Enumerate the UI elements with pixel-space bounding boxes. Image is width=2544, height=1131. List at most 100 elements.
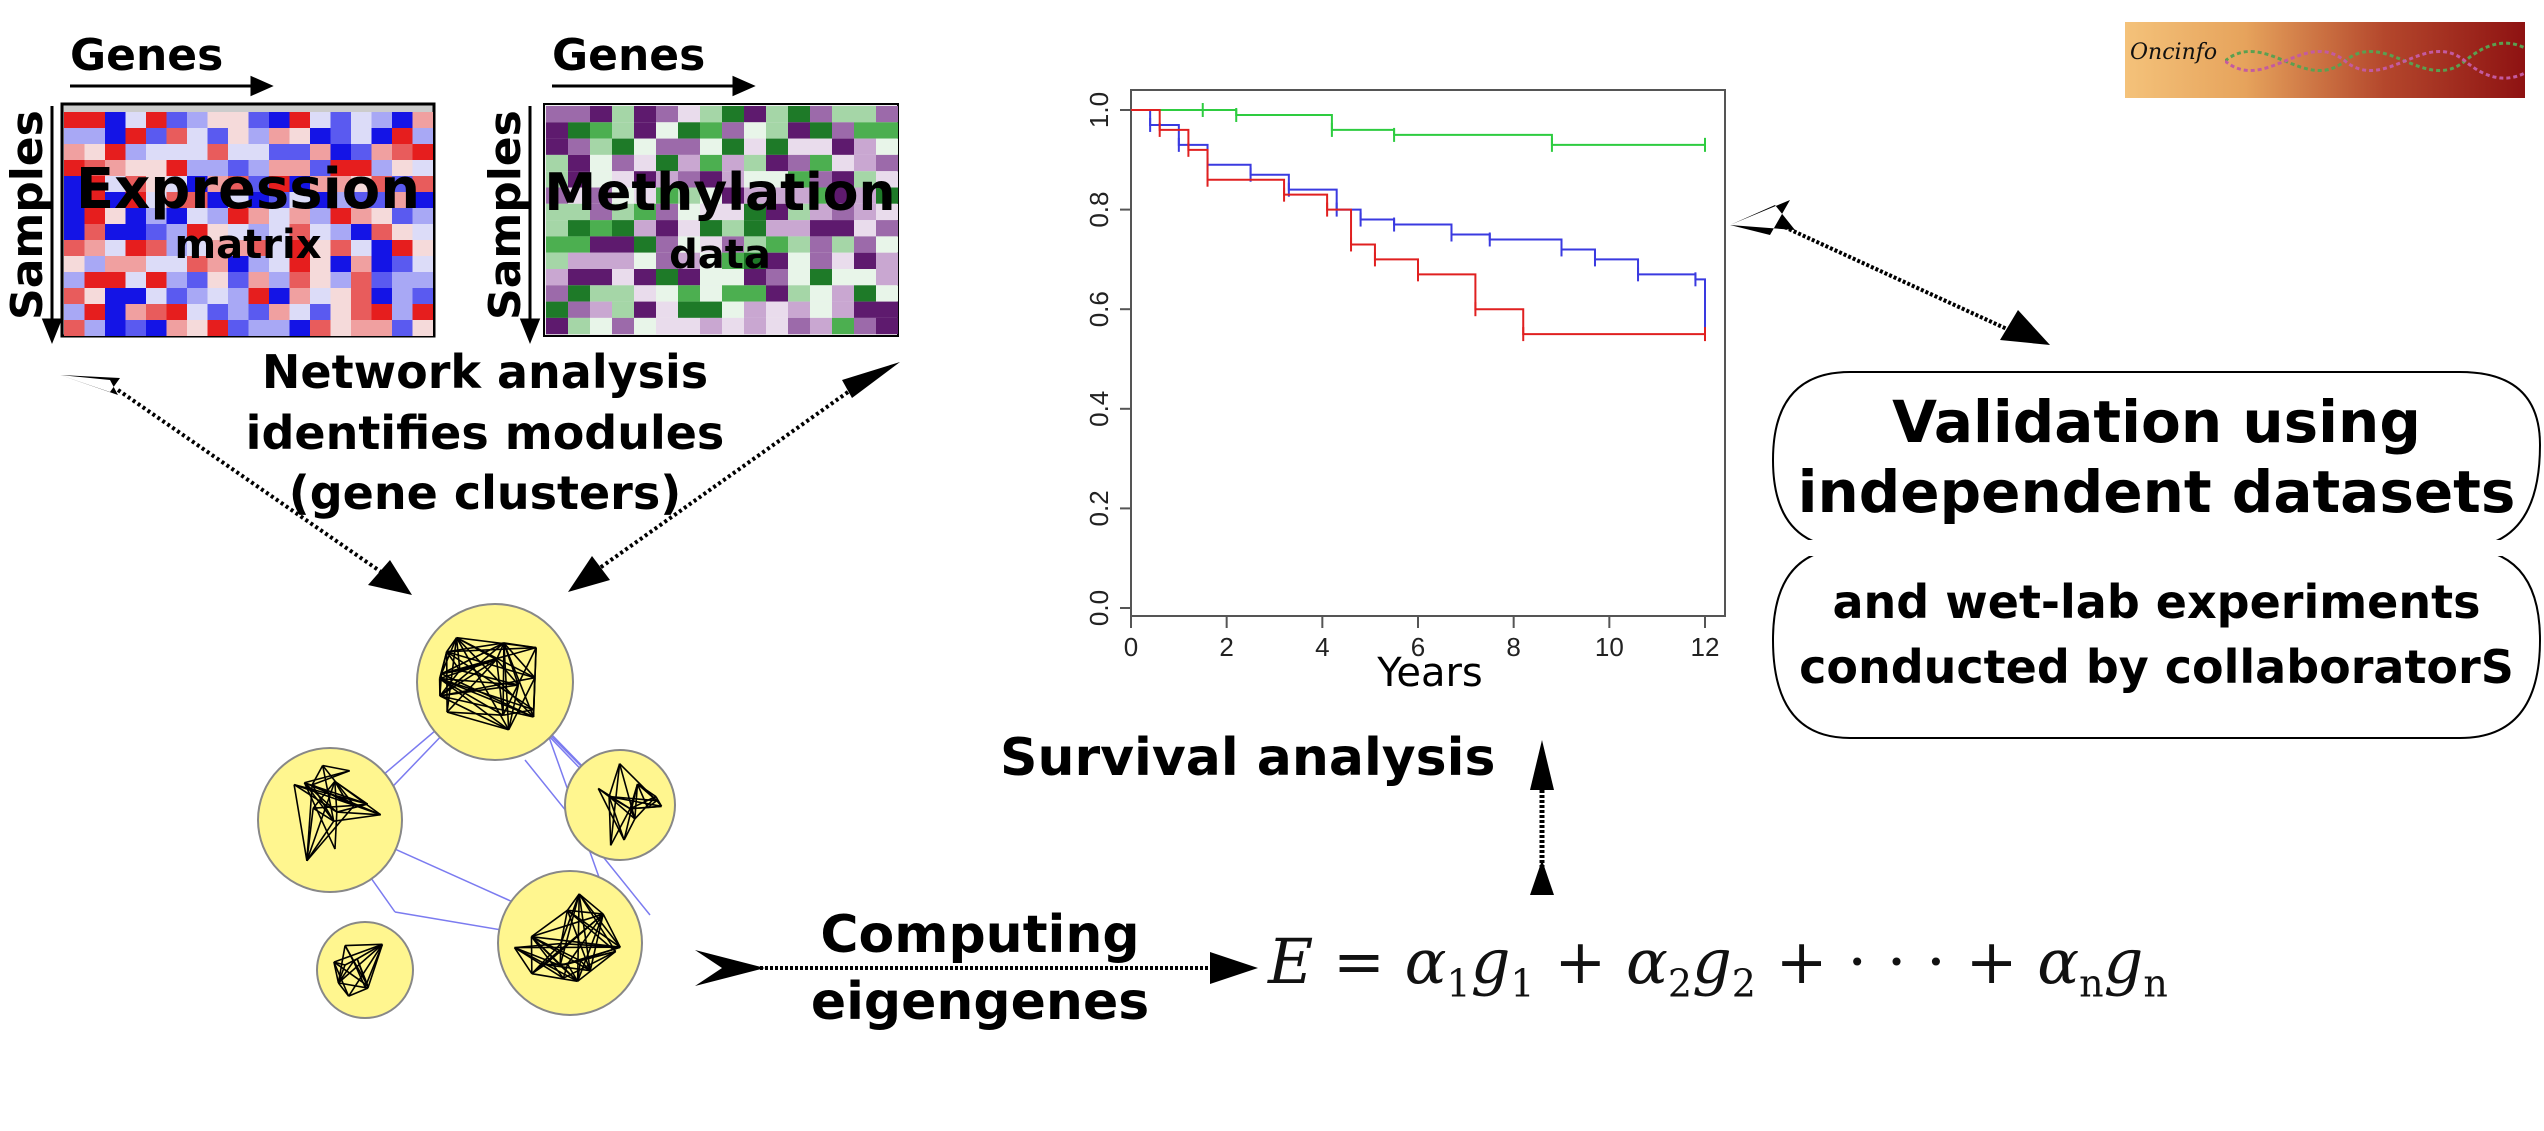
heatmap-cell: [590, 317, 612, 335]
heatmap-cell: [612, 171, 634, 188]
heatmap-cell: [64, 240, 85, 256]
heatmap-cell: [248, 128, 269, 144]
heatmap-cell: [289, 192, 310, 208]
heatmap-cell: [351, 176, 372, 192]
heatmap-cell: [810, 301, 832, 318]
heatmap-cell: [656, 236, 678, 253]
heatmap-cell: [146, 128, 167, 144]
heatmap-cell: [392, 272, 413, 288]
heatmap-cell: [634, 203, 656, 221]
heatmap-cell: [269, 128, 290, 144]
heatmap-cell: [64, 208, 85, 224]
network-edge: [446, 646, 537, 653]
heatmap-cell: [590, 106, 612, 123]
heatmap-cell: [678, 269, 700, 286]
oncinfo-logo: [2125, 22, 2525, 98]
heatmap-cell: [166, 160, 187, 176]
heatmap-cell: [371, 192, 392, 208]
heatmap-cell: [64, 272, 85, 288]
heatmap-cell: [392, 128, 413, 144]
heatmap-cell: [700, 122, 722, 139]
methylation-samples-label: Samples: [480, 110, 531, 320]
heatmap-cell: [810, 269, 832, 286]
heatmap-cell: [269, 192, 290, 208]
heatmap-cell: [832, 122, 854, 139]
heatmap-cell: [392, 160, 413, 176]
heatmap-cell: [546, 203, 568, 221]
expression-matrix: [60, 102, 436, 338]
heatmap-cell: [166, 128, 187, 144]
heatmap-cell: [656, 301, 678, 318]
heatmap-cell: [634, 154, 656, 172]
heatmap-cell: [546, 122, 568, 139]
heatmap-cell: [832, 138, 854, 155]
heatmap-cell: [854, 154, 876, 172]
heatmap-cell: [634, 220, 656, 237]
heatmap-cell: [64, 160, 85, 176]
heatmap-cell: [832, 317, 854, 335]
network-edge: [514, 946, 561, 967]
network-edge: [567, 909, 604, 915]
heatmap-cell: [546, 301, 568, 318]
network-caption-line1: Network analysis: [261, 345, 709, 399]
heatmap-cell: [854, 317, 876, 335]
heatmap-cell: [289, 256, 310, 272]
heatmap-cell: [722, 187, 744, 204]
heatmap-cell: [854, 122, 876, 139]
heatmap-cell: [310, 160, 331, 176]
heatmap-cell: [64, 320, 85, 336]
equation-coef-n: α: [2037, 925, 2080, 998]
heatmap-cell: [678, 220, 700, 237]
heatmap-cell: [310, 304, 331, 320]
validation-line3: and wet-lab experiments: [1832, 575, 2481, 629]
heatmap-cell: [766, 285, 788, 302]
heatmap-cell: [207, 304, 228, 320]
heatmap-cell: [64, 304, 85, 320]
heatmap-cell: [351, 192, 372, 208]
heatmap-cell: [187, 144, 208, 160]
network-edge: [608, 795, 631, 810]
equation-var-2: g: [1692, 925, 1732, 998]
heatmap-cell: [656, 220, 678, 237]
arrows-to-network: [60, 362, 900, 595]
heatmap-cell: [330, 192, 351, 208]
network-edge: [439, 677, 504, 716]
network-edge: [531, 972, 578, 983]
heatmap-cell: [634, 122, 656, 139]
heatmap-cell: [146, 144, 167, 160]
heatmap-cell: [656, 187, 678, 204]
heatmap-cell: [125, 112, 146, 128]
network-edge: [345, 943, 383, 947]
heatmap-cell: [744, 122, 766, 139]
heatmap-cell: [568, 236, 590, 253]
heatmap-cell: [854, 138, 876, 155]
logo-text: Oncinfo: [2130, 40, 2218, 65]
heatmap-cell: [269, 160, 290, 176]
heatmap-cell: [207, 128, 228, 144]
network-edge: [336, 811, 381, 816]
heatmap-cell: [269, 320, 290, 336]
heatmap-cell: [330, 320, 351, 336]
methylation-matrix: [543, 103, 899, 337]
heatmap-cell: [612, 122, 634, 139]
heatmap-cell: [351, 320, 372, 336]
heatmap-cell: [412, 192, 433, 208]
heatmap-cell: [105, 112, 126, 128]
heatmap-cell: [371, 272, 392, 288]
heatmap-cell: [854, 269, 876, 286]
network-edge: [597, 788, 625, 841]
heatmap-cell: [568, 220, 590, 237]
network-edge: [566, 913, 604, 965]
heatmap-cell: [568, 301, 590, 318]
heatmap-cell: [269, 144, 290, 160]
heatmap-cell: [371, 256, 392, 272]
heatmap-cell: [330, 128, 351, 144]
heatmap-cell: [228, 112, 249, 128]
heatmap-cell: [289, 224, 310, 240]
heatmap-cell: [546, 252, 568, 269]
heatmap-cell: [722, 220, 744, 237]
heatmap-cell: [634, 187, 656, 204]
heatmap-cell: [722, 252, 744, 269]
network-edge: [559, 943, 562, 966]
heatmap-cell: [722, 317, 744, 335]
